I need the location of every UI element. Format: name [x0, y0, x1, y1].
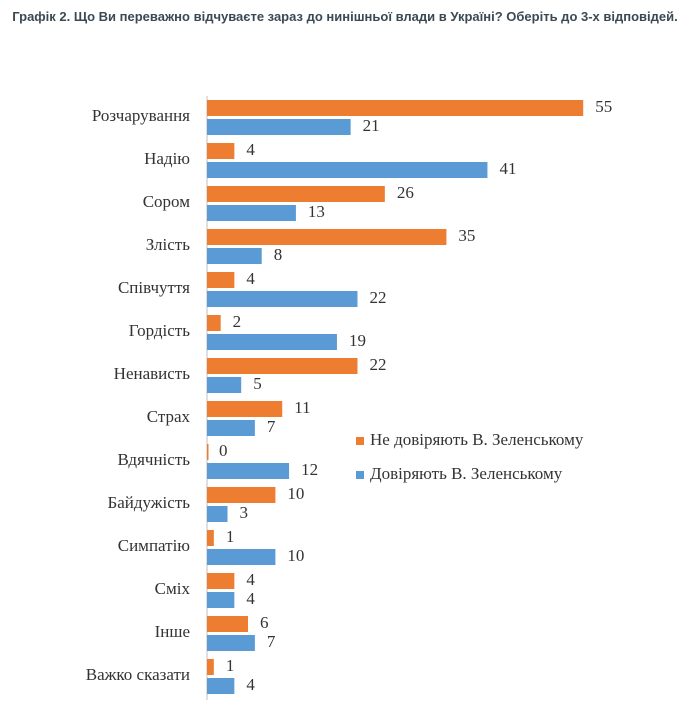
bar	[207, 272, 235, 288]
value-label: 4	[246, 140, 255, 159]
category-label: Співчуття	[118, 278, 190, 297]
category-label: Важко сказати	[86, 665, 190, 684]
value-label: 5	[253, 374, 262, 393]
value-label: 22	[369, 288, 386, 307]
value-label: 21	[363, 116, 380, 135]
bar	[207, 659, 214, 675]
value-label: 13	[308, 202, 325, 221]
bar	[207, 315, 221, 331]
legend-label: Довіряють В. Зеленському	[370, 464, 563, 483]
legend-label: Не довіряють В. Зеленському	[370, 430, 584, 449]
value-label: 41	[499, 159, 516, 178]
category-label: Розчарування	[92, 106, 190, 125]
category-label: Сором	[143, 192, 191, 211]
category-label: Вдячність	[118, 450, 191, 469]
bar	[207, 549, 276, 565]
value-label: 22	[369, 355, 386, 374]
value-label: 8	[274, 245, 283, 264]
bar	[207, 444, 209, 460]
category-label: Ненависть	[114, 364, 191, 383]
value-label: 11	[294, 398, 310, 417]
value-label: 3	[240, 503, 249, 522]
value-label: 4	[246, 675, 255, 694]
category-label: Байдужість	[107, 493, 190, 512]
category-label: Інше	[155, 622, 190, 641]
bar	[207, 420, 255, 436]
bar	[207, 530, 214, 546]
bar	[207, 205, 296, 221]
value-label: 12	[301, 460, 318, 479]
value-label: 4	[246, 570, 255, 589]
bar	[207, 573, 235, 589]
bar	[207, 334, 337, 350]
value-label: 55	[595, 97, 612, 116]
bar	[207, 186, 385, 202]
bar	[207, 377, 242, 393]
bar	[207, 119, 351, 135]
value-label: 4	[246, 589, 255, 608]
value-label: 1	[226, 527, 235, 546]
value-label: 2	[233, 312, 242, 331]
value-label: 10	[287, 546, 304, 565]
category-label: Надію	[144, 149, 190, 168]
value-label: 10	[287, 484, 304, 503]
legend-swatch	[356, 437, 364, 445]
category-label: Гордість	[129, 321, 190, 340]
value-label: 19	[349, 331, 366, 350]
bar	[207, 248, 262, 264]
bar	[207, 487, 276, 503]
category-label: Сміх	[155, 579, 191, 598]
category-label: Страх	[147, 407, 191, 426]
legend-swatch	[356, 471, 364, 479]
chart-title: Графік 2. Що Ви переважно відчуваєте зар…	[12, 9, 678, 24]
bar	[207, 678, 235, 694]
bar	[207, 100, 584, 116]
value-label: 6	[260, 613, 269, 632]
bar	[207, 506, 228, 522]
value-label: 26	[397, 183, 414, 202]
bar	[207, 616, 249, 632]
value-label: 35	[458, 226, 475, 245]
bar	[207, 291, 358, 307]
bar	[207, 463, 290, 479]
bar	[207, 358, 358, 374]
value-label: 7	[267, 632, 276, 651]
bar	[207, 635, 255, 651]
value-label: 4	[246, 269, 255, 288]
value-label: 0	[219, 441, 228, 460]
category-label: Симпатію	[118, 536, 191, 555]
bar	[207, 143, 235, 159]
bar	[207, 162, 488, 178]
value-label: 1	[226, 656, 235, 675]
value-label: 7	[267, 417, 276, 436]
bar	[207, 229, 447, 245]
bar	[207, 592, 235, 608]
bar	[207, 401, 283, 417]
category-label: Злість	[146, 235, 190, 254]
